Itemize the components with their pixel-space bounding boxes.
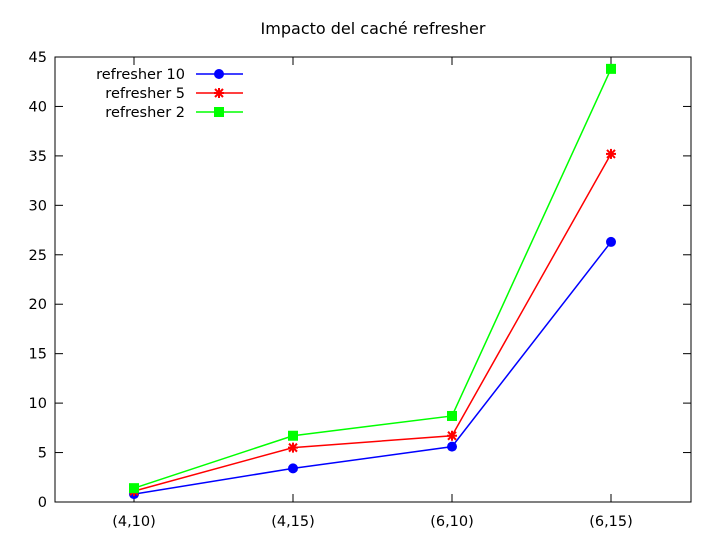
legend-label-refresher-10: refresher 10: [96, 67, 185, 83]
data-point-refresher-5: [447, 430, 457, 441]
y-tick-label: 5: [38, 446, 47, 462]
legend: refresher 10 refresher 5 refresher 2: [96, 67, 243, 121]
legend-marker-refresher-10: [214, 69, 224, 79]
legend-marker-refresher-2: [214, 107, 224, 117]
y-tick-label: 45: [29, 50, 47, 66]
axis-ticks: 0 5 10 15 20 25 30 35 40 45 (4,10) (4,15) (6,10) (6,1…: [29, 50, 691, 530]
data-point-refresher-5: [606, 148, 616, 159]
plot-frame: [54, 56, 692, 503]
y-tick-label: 30: [29, 198, 47, 214]
y-tick-label: 35: [29, 149, 47, 165]
legend-label-refresher-2: refresher 2: [105, 105, 185, 121]
data-point-refresher-10: [288, 463, 298, 474]
y-tick-label: 25: [29, 248, 47, 264]
data-point-refresher-2: [447, 410, 457, 421]
data-point-refresher-5: [288, 442, 298, 453]
legend-label-refresher-5: refresher 5: [105, 86, 185, 102]
series-line-refresher-2: [133, 68, 612, 489]
data-point-refresher-2: [288, 430, 298, 441]
y-tick-label: 40: [29, 99, 47, 115]
data-point-refresher-10: [606, 236, 616, 247]
y-tick-label: 10: [29, 396, 47, 412]
chart-title: Impacto del caché refresher: [261, 19, 486, 38]
data-point-refresher-2: [606, 63, 616, 74]
data-point-refresher-10: [447, 441, 457, 452]
x-tick-label: (6,10): [430, 514, 474, 530]
y-tick-label: 20: [29, 297, 47, 313]
series-layer: [129, 63, 616, 500]
data-point-refresher-2: [129, 483, 139, 494]
series-line-refresher-10: [133, 241, 612, 495]
x-tick-label: (4,10): [112, 514, 156, 530]
x-tick-label: (6,15): [589, 514, 633, 530]
legend-marker-refresher-5: [214, 88, 224, 98]
y-tick-label: 15: [29, 347, 47, 363]
y-tick-label: 0: [38, 495, 47, 511]
series-line-refresher-5: [133, 153, 612, 492]
x-tick-label: (4,15): [271, 514, 315, 530]
